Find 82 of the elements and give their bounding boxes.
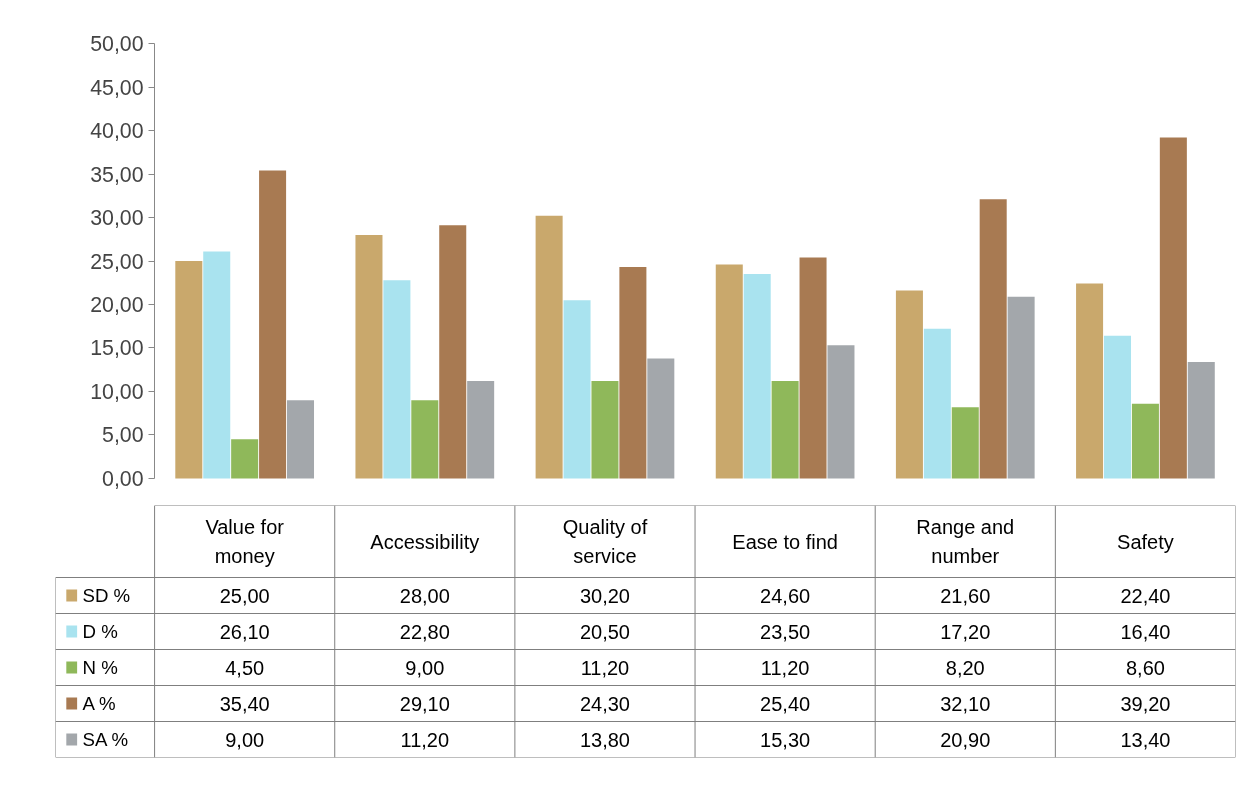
bar [1103, 335, 1132, 479]
bar [175, 261, 203, 479]
y-tick-label: 5,00 [102, 423, 144, 448]
data-label: 29,10 [399, 692, 450, 715]
bar [827, 345, 855, 479]
bar [411, 400, 439, 479]
y-tick-label: 15,00 [90, 336, 144, 361]
x-tick-label: Accessibility [370, 530, 480, 553]
y-tick-label: 0,00 [102, 466, 144, 491]
legend-label: D % [82, 621, 118, 642]
y-tick-label: 50,00 [90, 32, 144, 57]
y-tick-label: 45,00 [90, 75, 144, 100]
y-tick-label: 30,00 [90, 206, 144, 231]
legend-label: N % [82, 657, 118, 678]
data-label: 9,00 [225, 728, 265, 751]
bar [799, 257, 827, 479]
data-label: 11,20 [760, 656, 810, 679]
data-label: 28,00 [399, 584, 450, 607]
bar [203, 251, 231, 479]
data-label: 8,60 [1125, 656, 1165, 679]
data-label: 8,20 [945, 656, 985, 679]
bar [979, 199, 1007, 479]
y-tick-label: 25,00 [90, 249, 144, 274]
x-tick-label: Safety [1117, 530, 1174, 553]
bar [1187, 361, 1215, 479]
data-label: 25,40 [760, 692, 811, 715]
data-label: 17,20 [940, 620, 991, 643]
bar [259, 170, 287, 479]
data-label: 24,60 [760, 584, 811, 607]
data-label: 11,20 [580, 656, 630, 679]
bar [619, 267, 647, 479]
data-label: 22,40 [1120, 584, 1171, 607]
legend-label: SD % [82, 585, 131, 606]
x-tick-label: Ease to find [732, 530, 838, 553]
data-label: 20,90 [940, 728, 991, 751]
bar [535, 215, 563, 479]
bar [355, 234, 383, 479]
bar [563, 300, 591, 479]
data-label: 23,50 [760, 620, 811, 643]
legend-label: SA % [82, 729, 129, 750]
data-label: 13,80 [579, 728, 630, 751]
bar [743, 274, 771, 479]
y-tick-label: 20,00 [90, 292, 144, 317]
bar [231, 439, 259, 479]
bar [923, 328, 951, 479]
data-label: 13,40 [1120, 728, 1171, 751]
bar [591, 381, 619, 479]
data-label: 39,20 [1120, 692, 1171, 715]
data-label: 32,10 [940, 692, 991, 715]
x-tick-label: Range and number [916, 516, 1015, 567]
data-label: 15,30 [760, 728, 811, 751]
x-tick-label: Value for money [205, 516, 285, 567]
data-label: 22,80 [399, 620, 450, 643]
data-label: 24,30 [579, 692, 630, 715]
data-label: 35,40 [219, 692, 270, 715]
bar [439, 225, 467, 479]
bar [771, 381, 799, 479]
data-label: 11,20 [400, 728, 450, 751]
data-label: 4,50 [225, 656, 265, 679]
data-label: 16,40 [1120, 620, 1171, 643]
data-label: 20,50 [579, 620, 630, 643]
bar [1007, 296, 1035, 479]
bar [951, 407, 979, 479]
bar [1131, 403, 1159, 479]
bar [715, 264, 743, 479]
y-tick-label: 35,00 [90, 162, 144, 187]
data-label: 9,00 [405, 656, 445, 679]
y-tick-label: 40,00 [90, 119, 144, 144]
bar [1076, 283, 1104, 479]
data-label: 21,60 [940, 584, 991, 607]
bar [467, 381, 495, 479]
bar [287, 400, 315, 479]
bar [647, 358, 675, 479]
bar [895, 290, 923, 479]
bar [383, 280, 411, 479]
x-tick-label: Quality of service [562, 516, 648, 567]
data-label: 25,00 [219, 584, 270, 607]
bar [1159, 137, 1187, 479]
legend-label: A % [82, 693, 116, 714]
data-label: 26,10 [219, 620, 270, 643]
y-tick-label: 10,00 [90, 379, 144, 404]
data-label: 30,20 [579, 584, 630, 607]
